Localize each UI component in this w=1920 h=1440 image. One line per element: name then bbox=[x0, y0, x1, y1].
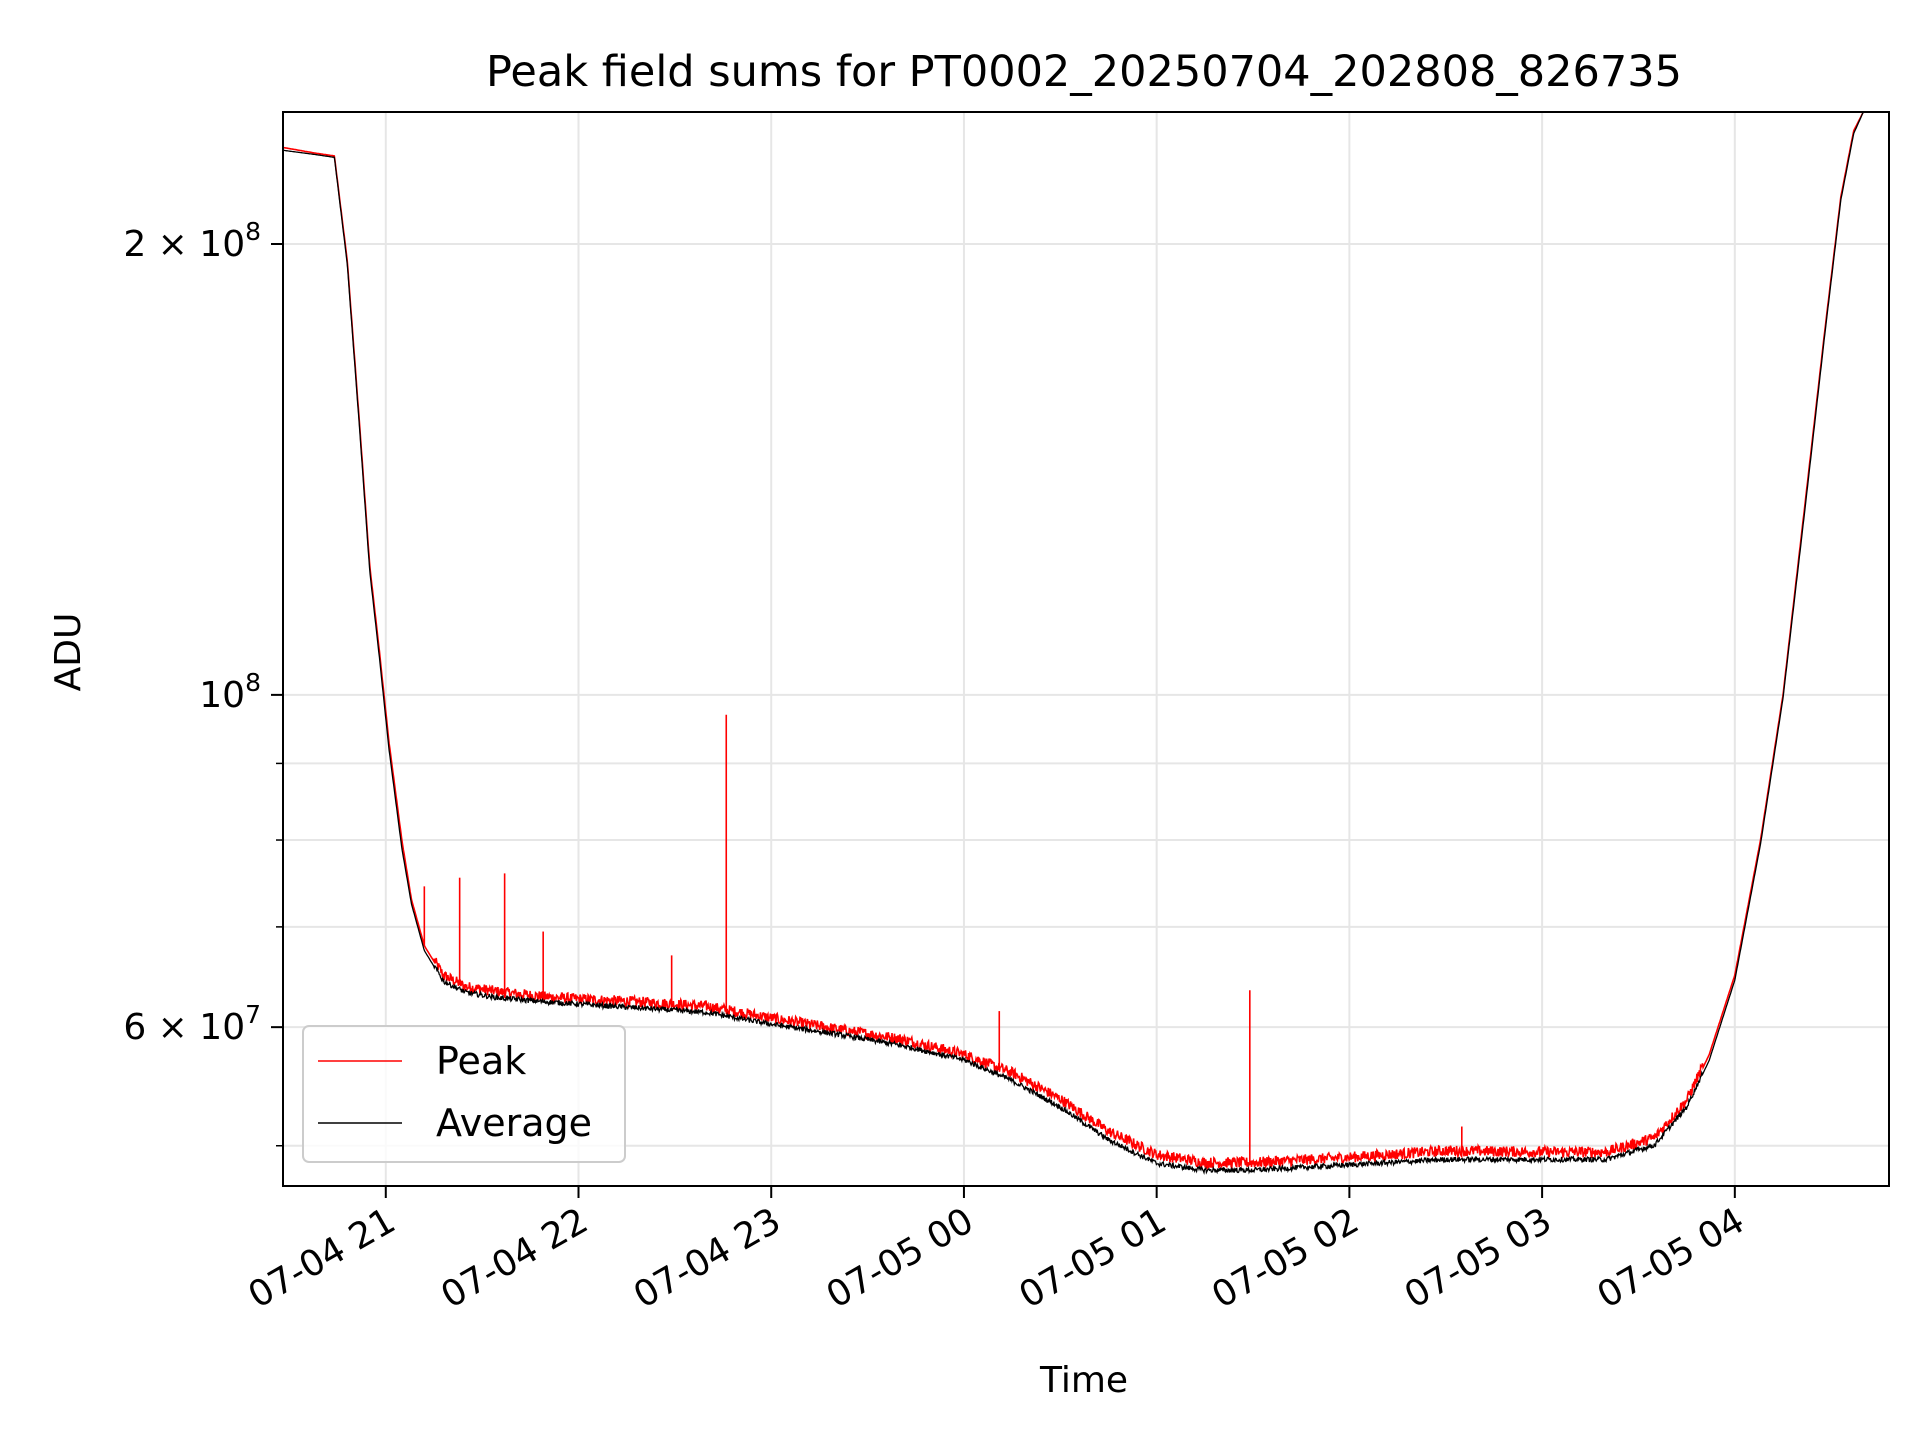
series-line-peak bbox=[283, 112, 1889, 1171]
legend-label-average: Average bbox=[436, 1101, 592, 1145]
legend: Peak Average bbox=[302, 1025, 626, 1163]
y-tick-label: 108 bbox=[199, 668, 261, 716]
y-tick-label: 6 × 107 bbox=[123, 1000, 261, 1048]
y-tick-label: 2 × 108 bbox=[123, 217, 261, 265]
legend-label-peak: Peak bbox=[436, 1039, 526, 1083]
chart-title: Peak field sums for PT0002_20250704_2028… bbox=[486, 47, 1682, 97]
plot-series bbox=[283, 112, 1889, 1176]
y-axis-label: ADU bbox=[48, 613, 89, 692]
plot-frame bbox=[282, 111, 1890, 1187]
series-line-average bbox=[283, 112, 1889, 1176]
x-axis-label: Time bbox=[1039, 1360, 1128, 1401]
legend-box bbox=[302, 1025, 626, 1163]
